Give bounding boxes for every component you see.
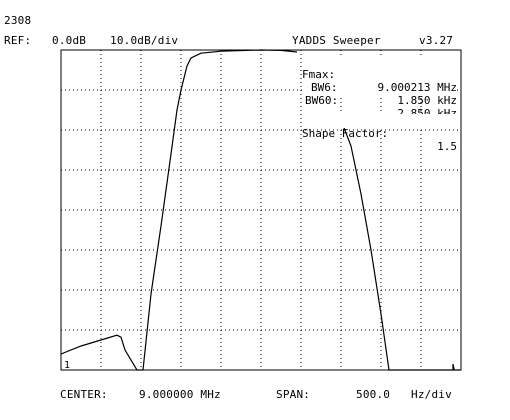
fmax-label: Fmax:: [302, 68, 336, 81]
span-label: SPAN:: [276, 388, 311, 401]
bw6-value: 1.850 kHz: [397, 94, 457, 107]
fmax-value: 9.000213 MHz: [377, 81, 457, 94]
shape-factor-readout: Shape Factor: 1.5: [302, 114, 457, 153]
app-title: YADDS Sweeper: [292, 34, 381, 47]
ref-level: 0.0dB: [52, 34, 87, 47]
bw60-row: BW60: 2.850 kHz: [302, 81, 457, 120]
plot-grid: [61, 50, 461, 370]
shape-factor-row: Shape Factor: 1.5: [302, 114, 457, 153]
ref-label: REF:: [4, 34, 32, 47]
bw6-row: BW6: 1.850 kHz: [302, 68, 457, 107]
sweep-id: 2308: [4, 14, 32, 27]
shape-factor-label: Shape Factor:: [302, 127, 389, 140]
vertical-scale: 10.0dB/div: [110, 34, 179, 47]
span-value: 500.0: [356, 388, 391, 401]
app-version: v3.27: [419, 34, 454, 47]
bw6-label: BW6:: [311, 81, 338, 94]
fmax-row: Fmax: 9.000213 MHz: [302, 55, 457, 94]
center-frequency: 9.000000 MHz: [139, 388, 221, 401]
measurement-readout: Fmax: 9.000213 MHz BW6: 1.850 kHz BW60: …: [302, 55, 457, 120]
bw60-label: BW60:: [305, 94, 339, 107]
frequency-response-trace: [340, 119, 461, 371]
center-label: CENTER:: [60, 388, 108, 401]
shape-factor-value: 1.5: [437, 140, 457, 153]
span-unit: Hz/div: [411, 388, 452, 401]
frequency-response-trace: [60, 49, 298, 371]
trace-marker: 1: [64, 360, 70, 371]
